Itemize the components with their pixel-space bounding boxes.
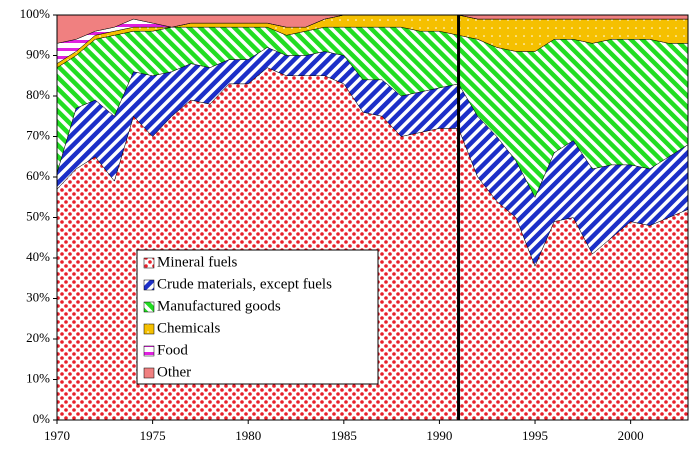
x-tick-label: 1985 xyxy=(331,428,357,443)
y-tick-label: 90% xyxy=(26,46,50,61)
legend-swatch xyxy=(143,323,155,335)
y-tick-label: 80% xyxy=(26,87,50,102)
y-tick-label: 30% xyxy=(26,289,50,304)
legend-swatch xyxy=(143,279,155,291)
y-tick-label: 10% xyxy=(26,370,50,385)
legend-label: Food xyxy=(157,342,188,358)
x-tick-label: 1980 xyxy=(235,428,261,443)
legend-label: Crude materials, except fuels xyxy=(157,276,332,292)
legend-label: Other xyxy=(157,364,191,380)
x-tick-label: 1990 xyxy=(426,428,452,443)
y-tick-label: 60% xyxy=(26,168,50,183)
x-tick-label: 1975 xyxy=(140,428,166,443)
legend-swatch xyxy=(143,345,155,357)
legend-label: Mineral fuels xyxy=(157,254,238,270)
x-tick-label: 1970 xyxy=(44,428,70,443)
x-tick-label: 2000 xyxy=(618,428,644,443)
legend-box xyxy=(136,249,379,385)
y-tick-label: 20% xyxy=(26,330,50,345)
legend-swatch xyxy=(143,257,155,269)
x-tick-label: 1995 xyxy=(522,428,548,443)
y-tick-label: 100% xyxy=(20,6,51,21)
y-tick-label: 0% xyxy=(33,411,51,426)
y-tick-label: 70% xyxy=(26,127,50,142)
y-tick-label: 50% xyxy=(26,208,50,223)
legend-label: Chemicals xyxy=(157,320,220,336)
y-tick-label: 40% xyxy=(26,249,50,264)
legend-swatch xyxy=(143,301,155,313)
legend: Mineral fuels Crude materials, except fue… xyxy=(136,249,379,385)
legend-label: Manufactured goods xyxy=(157,298,281,314)
legend-swatch xyxy=(143,367,155,379)
